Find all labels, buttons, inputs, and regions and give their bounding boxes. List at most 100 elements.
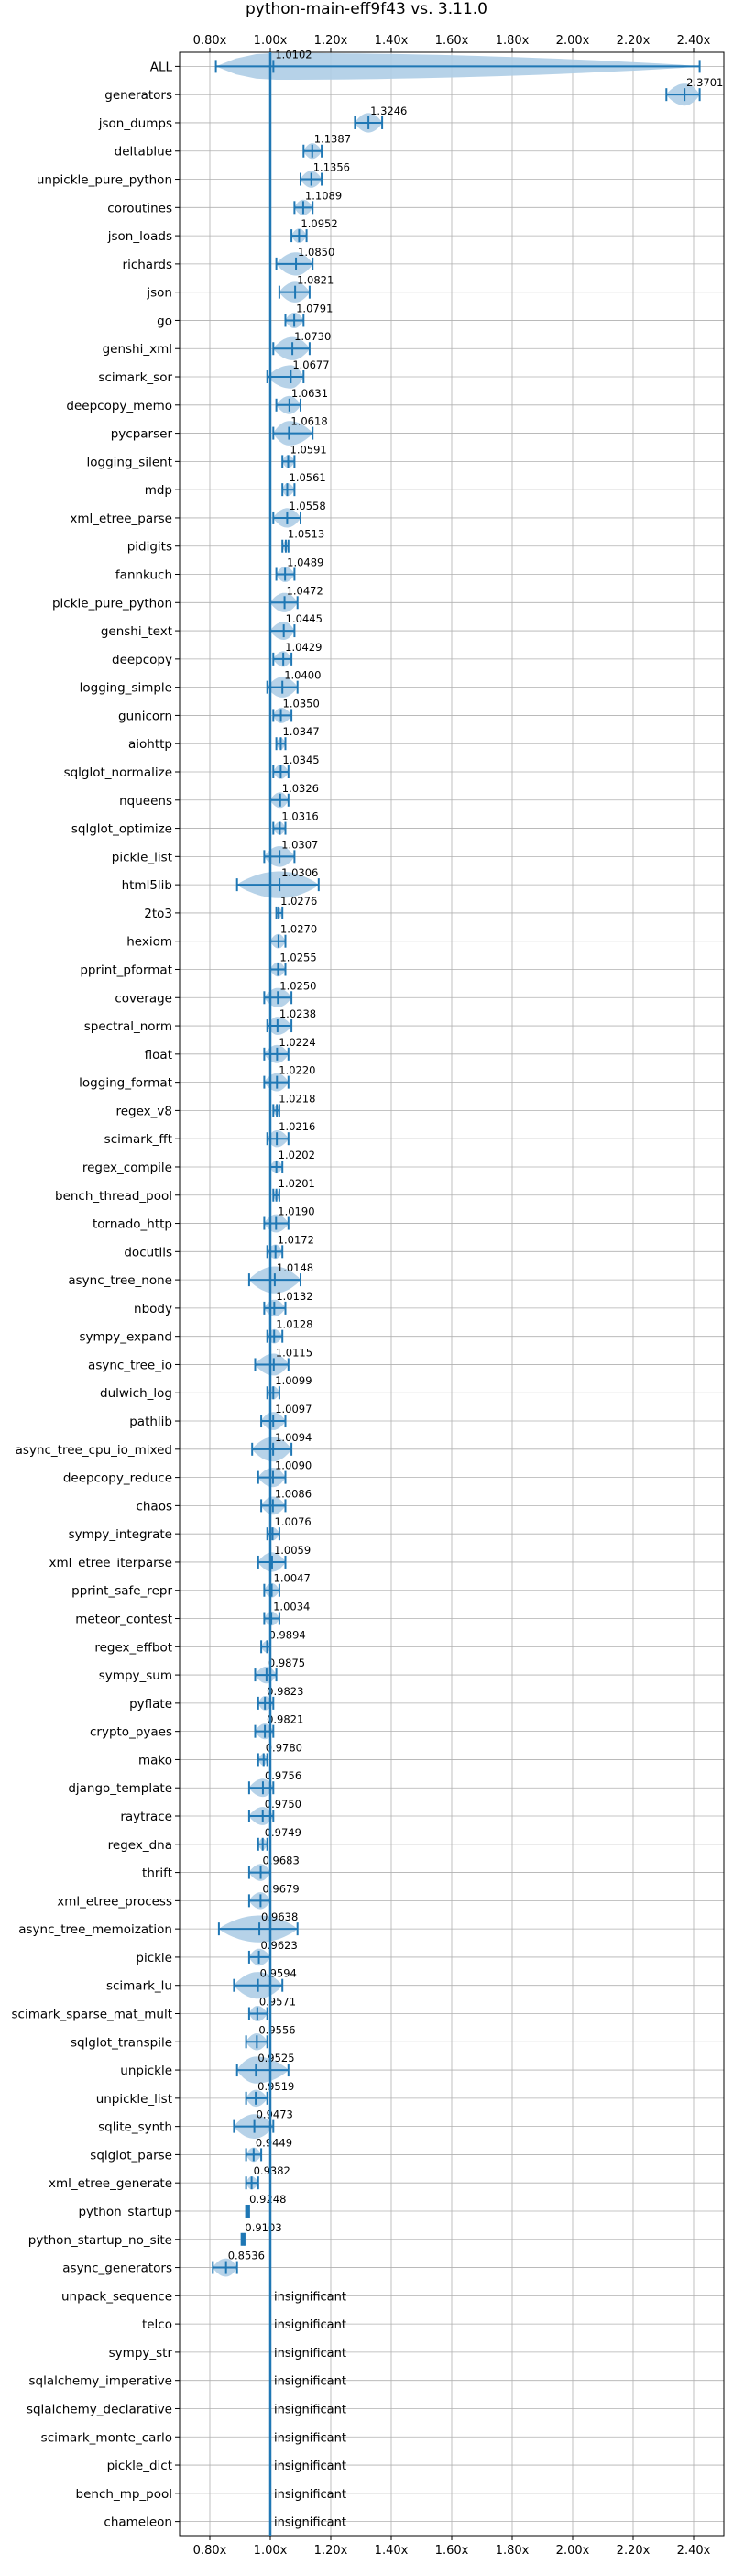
value-label: 1.0618 bbox=[290, 415, 327, 428]
y-tick-label: xml_etree_generate bbox=[49, 2176, 172, 2191]
value-label: 1.0086 bbox=[275, 1487, 312, 1500]
value-label: 0.9556 bbox=[258, 2023, 295, 2036]
y-tick-label: coroutines bbox=[107, 201, 172, 215]
y-tick-label: deepcopy bbox=[112, 653, 172, 667]
y-tick-label: xml_etree_parse bbox=[70, 512, 172, 526]
value-label: 1.0561 bbox=[290, 471, 326, 484]
y-tick-label: nbody bbox=[134, 1302, 172, 1316]
y-tick-label: genshi_xml bbox=[103, 342, 172, 357]
value-label: 1.0489 bbox=[287, 556, 323, 569]
value-label: 1.1089 bbox=[305, 189, 342, 202]
y-tick-label: regex_effbot bbox=[94, 1640, 172, 1655]
value-label: 0.9248 bbox=[249, 2193, 286, 2206]
y-tick-label: sqlite_synth bbox=[98, 2120, 172, 2135]
x-tick-label-bottom: 2.20x bbox=[617, 2544, 651, 2558]
value-label: 1.0255 bbox=[279, 951, 316, 963]
y-tick-label: async_tree_memoization bbox=[18, 1922, 172, 1937]
y-tick-label: unpickle bbox=[120, 2064, 172, 2078]
y-tick-label: chameleon bbox=[104, 2515, 172, 2530]
y-tick-label: deltablue bbox=[115, 145, 172, 160]
y-tick-label: genshi_text bbox=[101, 624, 172, 639]
value-label: 1.0059 bbox=[274, 1544, 311, 1557]
y-tick-label: sympy_integrate bbox=[69, 1527, 172, 1542]
x-tick-label-top: 1.40x bbox=[375, 34, 409, 48]
y-tick-label: hexiom bbox=[126, 935, 172, 950]
value-label: 1.0316 bbox=[281, 810, 318, 823]
value-label: 1.0128 bbox=[276, 1318, 312, 1331]
y-tick-label: pyflate bbox=[129, 1697, 172, 1712]
y-tick-label: pickle_dict bbox=[107, 2459, 172, 2473]
y-tick-label: coverage bbox=[115, 991, 172, 1006]
x-tick-label-top: 1.80x bbox=[496, 34, 530, 48]
insignificant-label: insignificant bbox=[274, 2488, 346, 2502]
y-tick-label: scimark_fft bbox=[104, 1132, 172, 1147]
value-label: 0.9623 bbox=[261, 1939, 298, 1952]
y-tick-label: sqlglot_parse bbox=[90, 2148, 172, 2163]
y-tick-label: sympy_sum bbox=[99, 1668, 172, 1683]
y-tick-label: bench_mp_pool bbox=[76, 2487, 172, 2502]
value-label: 1.0677 bbox=[292, 358, 329, 371]
value-label: 1.1356 bbox=[313, 161, 350, 174]
x-tick-label-top: 1.00x bbox=[254, 34, 288, 48]
x-tick-label-bottom: 1.40x bbox=[375, 2544, 409, 2558]
value-label: 0.9823 bbox=[267, 1685, 303, 1698]
y-tick-label: django_template bbox=[68, 1781, 172, 1796]
value-label: 1.0791 bbox=[296, 302, 333, 314]
y-tick-label: deepcopy_reduce bbox=[63, 1471, 172, 1486]
value-label: 1.0326 bbox=[282, 782, 319, 795]
value-label: 1.0094 bbox=[275, 1431, 312, 1444]
insignificant-label: insignificant bbox=[274, 2516, 346, 2530]
y-tick-label: aiohttp bbox=[128, 737, 172, 752]
x-tick-label-top: 1.60x bbox=[435, 34, 469, 48]
value-label: 0.9449 bbox=[256, 2136, 292, 2149]
y-tick-label: generators bbox=[104, 88, 172, 103]
value-label: 1.0202 bbox=[279, 1149, 315, 1161]
y-tick-label: pickle_list bbox=[112, 850, 172, 864]
value-label: 1.0347 bbox=[282, 725, 319, 738]
insignificant-label: insignificant bbox=[274, 2290, 346, 2304]
y-tick-label: pidigits bbox=[127, 540, 172, 555]
value-label: 1.0306 bbox=[281, 866, 318, 879]
value-label: 1.0099 bbox=[275, 1374, 312, 1387]
value-label: 1.0591 bbox=[290, 443, 327, 456]
value-label: 1.0821 bbox=[297, 274, 334, 287]
x-tick-label-bottom: 2.40x bbox=[677, 2544, 711, 2558]
y-tick-label: async_tree_none bbox=[68, 1273, 172, 1288]
y-tick-label: nqueens bbox=[119, 794, 172, 809]
y-tick-label: meteor_contest bbox=[75, 1613, 172, 1627]
value-label: 0.9821 bbox=[267, 1713, 303, 1726]
value-label: 1.0076 bbox=[275, 1515, 312, 1528]
y-tick-label: pprint_pformat bbox=[80, 963, 172, 977]
y-tick-label: scimark_lu bbox=[106, 1979, 172, 1994]
y-tick-label: 2to3 bbox=[144, 907, 172, 921]
y-tick-label: sqlalchemy_imperative bbox=[29, 2374, 173, 2389]
value-label: 1.0558 bbox=[289, 500, 325, 512]
y-tick-label: xml_etree_process bbox=[57, 1894, 172, 1909]
value-label: 1.0445 bbox=[286, 612, 323, 625]
y-tick-label: regex_dna bbox=[108, 1838, 172, 1853]
value-label: 1.0513 bbox=[288, 528, 324, 541]
y-tick-label: pprint_safe_repr bbox=[71, 1584, 172, 1599]
y-tick-label: pycparser bbox=[111, 427, 173, 442]
value-label: 1.0132 bbox=[276, 1290, 312, 1303]
x-tick-label-bottom: 1.60x bbox=[435, 2544, 469, 2558]
value-label: 0.9750 bbox=[265, 1798, 301, 1811]
insignificant-label: insignificant bbox=[274, 2403, 346, 2416]
y-tick-label: logging_silent bbox=[87, 455, 172, 469]
y-tick-label: fannkuch bbox=[115, 568, 172, 583]
y-tick-label: pickle_pure_python bbox=[52, 596, 172, 611]
y-tick-label: async_tree_cpu_io_mixed bbox=[16, 1443, 172, 1458]
value-label: 1.0631 bbox=[291, 387, 328, 400]
value-label: 0.9525 bbox=[257, 2052, 294, 2064]
value-label: 1.0047 bbox=[274, 1572, 311, 1585]
value-label: 0.9683 bbox=[263, 1855, 300, 1867]
y-tick-label: json_dumps bbox=[98, 116, 172, 131]
y-tick-label: scimark_sor bbox=[98, 370, 172, 385]
value-label: 0.9594 bbox=[260, 1967, 297, 1980]
value-label: 0.9638 bbox=[261, 1910, 298, 1923]
y-tick-label: sqlglot_normalize bbox=[64, 765, 172, 780]
y-tick-label: pathlib bbox=[129, 1415, 172, 1429]
insignificant-label: insignificant bbox=[274, 2347, 346, 2361]
value-label: 1.0429 bbox=[285, 641, 322, 654]
